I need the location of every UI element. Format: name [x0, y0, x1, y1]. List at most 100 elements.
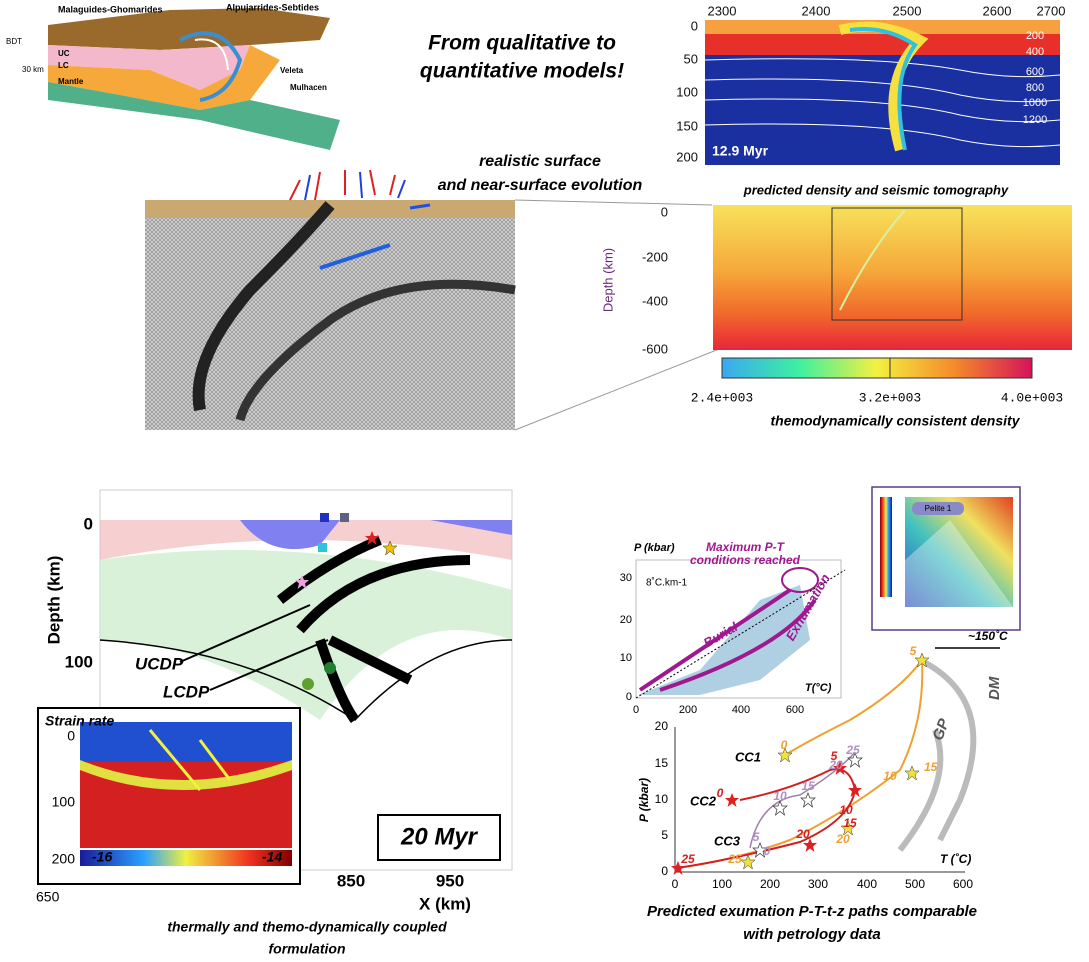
time-label: 0 — [764, 844, 771, 858]
annotation: ~150˚C — [968, 629, 1008, 643]
time-label: 15 — [843, 816, 857, 830]
headline: quantitative models! — [420, 60, 624, 83]
x-tick-label: 400 — [857, 877, 877, 891]
y-tick-label: 10 — [655, 792, 669, 806]
x-tick-label: 200 — [679, 704, 697, 716]
y-tick-label: 0 — [67, 728, 75, 744]
y-tick-label: 5 — [661, 828, 668, 842]
time-label: 15 — [801, 779, 815, 793]
caption: formulation — [269, 941, 346, 957]
annotation: DM — [986, 676, 1003, 700]
y-tick-label: 150 — [676, 118, 698, 133]
time-label: 0 — [781, 738, 788, 752]
axis-label: Depth (km) — [600, 248, 615, 312]
sketch-label: 30 km — [22, 65, 44, 74]
y-tick-label: 0 — [84, 514, 93, 533]
axis-label: T (˚C) — [940, 852, 971, 866]
panel-title: predicted density and seismic tomography — [743, 182, 1009, 197]
annotation: CC2 — [690, 793, 717, 808]
axis-label: X (km) — [419, 894, 471, 913]
time-label: 20 — [795, 827, 810, 841]
x-tick-label: 2700 — [1037, 3, 1066, 18]
caption: Predicted exumation P-T-t-z paths compar… — [647, 903, 977, 920]
inset-title: Strain rate — [45, 713, 114, 729]
note: and near-surface evolution — [438, 177, 643, 194]
x-tick-label: 400 — [732, 704, 750, 716]
phase-label: Pelite 1 — [925, 504, 952, 513]
time-label: 20 Myr — [400, 823, 479, 850]
model-snapshot: 2300 2400 2500 2600 2700 0 50 100 150 20… — [676, 3, 1065, 165]
sketch-label: Alpujarrides-Sebtides — [226, 2, 319, 12]
annotation: conditions reached — [690, 553, 801, 567]
y-tick-label: 100 — [676, 84, 698, 99]
y-tick-label: 200 — [52, 851, 76, 867]
sketch-label: LC — [58, 61, 69, 70]
time-label: 10 — [773, 789, 787, 803]
isotherm-label: 400 — [1026, 46, 1044, 58]
isotherm-label: 200 — [1026, 30, 1044, 42]
time-label: 5 — [910, 644, 917, 658]
caption: themodynamically consistent density — [771, 413, 1021, 429]
x-tick-label: 950 — [436, 871, 464, 890]
caption: thermally and themo-dynamically coupled — [167, 919, 447, 935]
y-tick-label: 15 — [655, 756, 669, 770]
figure: Malaguides-Ghomarides Alpujarrides-Sebti… — [0, 0, 1089, 962]
figure-canvas: Malaguides-Ghomarides Alpujarrides-Sebti… — [0, 0, 1089, 962]
annotation: CC1 — [735, 749, 761, 764]
x-tick-label: 2600 — [983, 3, 1012, 18]
x-tick-label: 850 — [337, 871, 365, 890]
sketch-label: Veleta — [280, 66, 304, 75]
time-label: 12.9 Myr — [712, 143, 769, 159]
y-tick-label: -400 — [642, 293, 668, 308]
y-tick-label: 100 — [52, 794, 76, 810]
time-label: 10 — [883, 769, 897, 783]
x-tick-label: 600 — [953, 877, 973, 891]
x-tick-label: 100 — [712, 877, 732, 891]
y-tick-label: -600 — [642, 341, 668, 356]
isotherm-label: 600 — [1026, 66, 1044, 78]
y-tick-label: 50 — [684, 51, 698, 66]
y-tick-label: 0 — [626, 691, 632, 703]
x-tick-label: 2500 — [893, 3, 922, 18]
y-tick-label: 10 — [620, 652, 632, 664]
annotation: GP — [930, 716, 954, 743]
axis-label: P (kbar) — [634, 542, 675, 554]
axis-label: T(°C) — [805, 682, 832, 694]
time-label: 20 — [828, 758, 843, 772]
x-tick-label: 2400 — [802, 3, 831, 18]
axis-label: Depth (km) — [44, 556, 63, 645]
time-label: 25 — [727, 852, 742, 866]
isotherm-label: 1200 — [1023, 114, 1047, 126]
density-panel: predicted density and seismic tomography… — [600, 182, 1072, 428]
y-tick-label: 20 — [655, 719, 669, 733]
x-tick-label: 500 — [905, 877, 925, 891]
sketch-label: BDT — [6, 37, 22, 46]
x-tick-label: 2300 — [708, 3, 737, 18]
colorbar-label: -14 — [262, 849, 282, 865]
time-label: 25 — [845, 743, 860, 757]
isotherm-label: 1000 — [1023, 97, 1047, 109]
sketch-label: Mulhacen — [290, 83, 327, 92]
y-tick-label: 100 — [65, 652, 93, 671]
colorbar-label: 3.2e+003 — [859, 390, 921, 405]
time-label: 0 — [717, 786, 724, 800]
x-tick-label: 300 — [808, 877, 828, 891]
y-tick-label: -200 — [642, 249, 668, 264]
caption: with petrology data — [743, 926, 881, 943]
annotation: 8˚C.km-1 — [646, 577, 688, 589]
annotation: Maximum P-T — [706, 540, 786, 554]
time-label: 15 — [924, 760, 938, 774]
sketch-label: Mantle — [58, 77, 84, 86]
time-label: 5 — [753, 830, 760, 844]
sketch-label: Malaguides-Ghomarides — [58, 4, 163, 14]
x-tick-label: 0 — [633, 704, 639, 716]
x-tick-label: 600 — [786, 704, 804, 716]
y-tick-label: 200 — [676, 149, 698, 164]
time-label: 20 — [835, 832, 850, 846]
sketch-label: UC — [58, 49, 70, 58]
axis-label: P (kbar) — [637, 778, 651, 822]
note: realistic surface — [479, 153, 601, 170]
time-label: 25 — [680, 852, 695, 866]
strain-rate-inset: Strain rate 0 100 200 650 -16 -14 — [36, 708, 300, 905]
annotation: UCDP — [135, 654, 184, 673]
